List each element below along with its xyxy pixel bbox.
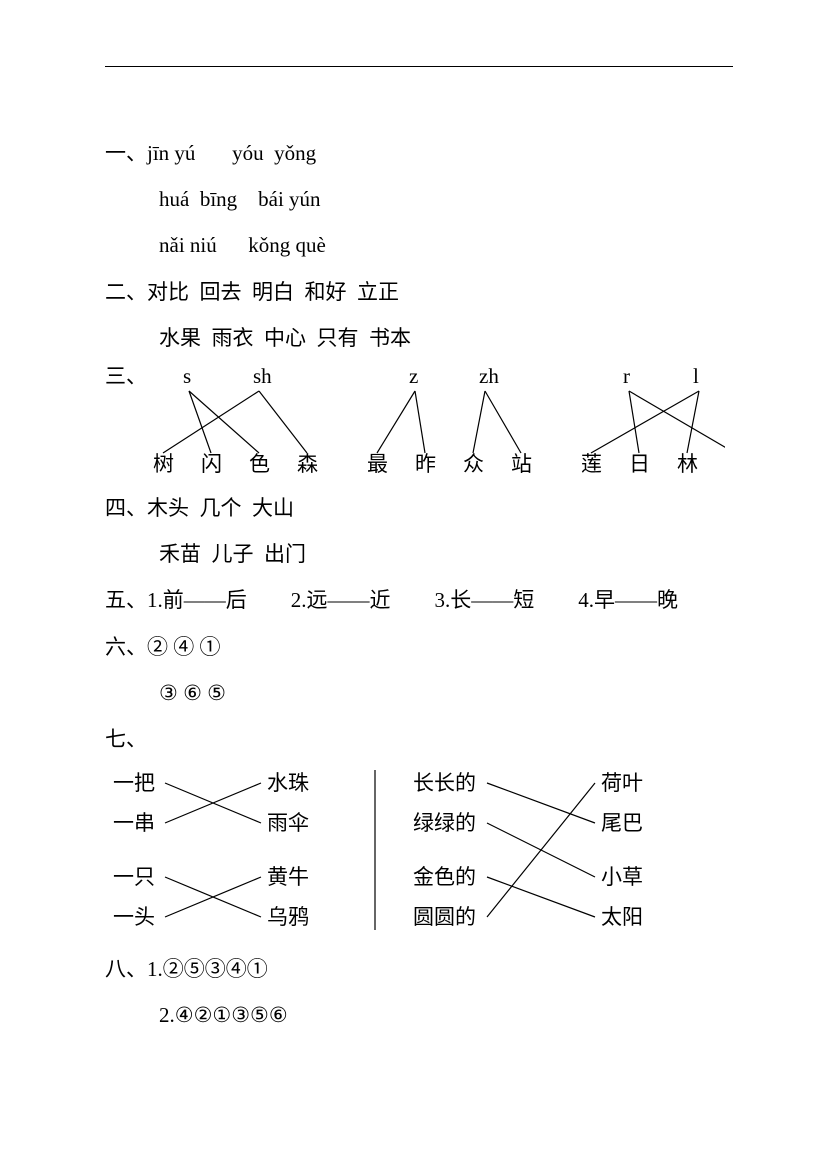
svg-text:水珠: 水珠 [267,771,309,795]
svg-text:昨: 昨 [415,452,436,476]
q2-r2: 水果 雨衣 中心 只有 书本 [159,326,411,350]
svg-text:日: 日 [629,452,650,476]
q8-r1: 1.②⑤③④① [147,957,268,981]
svg-text:三、: 三、 [105,367,147,388]
q2-row2: 水果 雨衣 中心 只有 书本 [105,315,745,361]
svg-text:黄牛: 黄牛 [267,865,309,889]
q1-row3: nǎi niú kǒng què [105,222,745,268]
q4-r1: 木头 几个 大山 [147,496,294,520]
svg-text:圆圆的: 圆圆的 [413,905,476,929]
svg-text:乌鸦: 乌鸦 [267,905,309,929]
q6-r2: ③ ⑥ ⑤ [159,681,226,705]
q6-r1: ② ④ ① [147,635,221,659]
q8-row1: 八、1.②⑤③④① [105,946,745,992]
svg-text:树: 树 [153,452,174,476]
svg-text:站: 站 [511,452,532,476]
svg-text:小草: 小草 [601,865,643,889]
q1-r3-left: nǎi niú [159,233,217,257]
svg-text:zh: zh [479,367,499,388]
q4-row2: 禾苗 儿子 出门 [105,531,745,577]
svg-text:绿绿的: 绿绿的 [413,811,476,835]
svg-text:荷叶: 荷叶 [601,771,643,795]
q7-svg: 一把一串一只一头 水珠雨伞黄牛乌鸦 长长的绿绿的金色的圆圆的 荷叶尾巴小草太阳 [105,766,725,946]
q1-row1: 一、jīn yú yóu yǒng [105,130,745,176]
q6-label: 六、 [105,635,147,659]
q4-row1: 四、木头 几个 大山 [105,485,745,531]
svg-text:金色的: 金色的 [413,865,476,889]
q2-r1: 对比 回去 明白 和好 立正 [147,280,399,304]
q1-r2-right: bái yún [258,187,320,211]
svg-text:长长的: 长长的 [413,771,476,795]
page-content: 一、jīn yú yóu yǒng huá bīng bái yún nǎi n… [105,130,745,1038]
q1-r3-right: kǒng què [248,233,326,257]
q7-label-row: 七、 [105,716,745,762]
q5-label: 五、 [105,588,147,612]
svg-text:太阳: 太阳 [601,905,643,929]
svg-text:林: 林 [677,452,698,476]
q5-pair-1: 2.远——近 [291,577,391,623]
svg-text:一串: 一串 [113,811,155,835]
q5-row: 五、1.前——后 2.远——近 3.长——短 4.早——晚 [105,577,745,623]
q8-row2: 2.④②①③⑤⑥ [105,992,745,1038]
q8-label: 八、 [105,957,147,981]
q3-diagram: 三、ssh树闪色森zzh最昨众站rl莲日林人 [105,367,745,479]
q7-diagram: 一把一串一只一头 水珠雨伞黄牛乌鸦 长长的绿绿的金色的圆圆的 荷叶尾巴小草太阳 [105,766,745,946]
svg-text:闪: 闪 [201,452,222,476]
svg-text:一只: 一只 [113,865,155,889]
q3-svg: 三、ssh树闪色森zzh最昨众站rl莲日林人 [105,367,725,479]
q6-row1: 六、② ④ ① [105,624,745,670]
svg-text:尾巴: 尾巴 [601,811,643,835]
svg-text:s: s [183,367,191,388]
svg-text:r: r [623,367,630,388]
q1-r1-left: jīn yú [147,141,195,165]
svg-text:一头: 一头 [113,905,155,929]
q1-r1-right: yóu yǒng [232,141,316,165]
q4-r2: 禾苗 儿子 出门 [159,542,306,566]
svg-text:色: 色 [249,452,270,476]
q5-pair-0: 1.前——后 [147,588,247,612]
q2-row1: 二、对比 回去 明白 和好 立正 [105,269,745,315]
q1-label: 一、 [105,141,147,165]
q1-row2: huá bīng bái yún [105,176,745,222]
q4-label: 四、 [105,496,147,520]
svg-text:一把: 一把 [113,771,155,795]
q8-r2: 2.④②①③⑤⑥ [159,1003,288,1027]
svg-text:森: 森 [297,452,318,476]
svg-text:莲: 莲 [581,452,602,476]
q5-pair-3: 4.早——晚 [578,577,678,623]
q2-label: 二、 [105,280,147,304]
svg-text:最: 最 [367,452,388,476]
svg-text:sh: sh [253,367,272,388]
svg-text:z: z [409,367,418,388]
svg-text:众: 众 [463,452,484,476]
q1-r2-left: huá bīng [159,187,237,211]
svg-text:l: l [693,367,699,388]
svg-text:雨伞: 雨伞 [267,811,309,835]
q5-pair-2: 3.长——短 [435,577,535,623]
q7-label: 七、 [105,727,147,751]
top-rule [105,66,733,67]
q6-row2: ③ ⑥ ⑤ [105,670,745,716]
